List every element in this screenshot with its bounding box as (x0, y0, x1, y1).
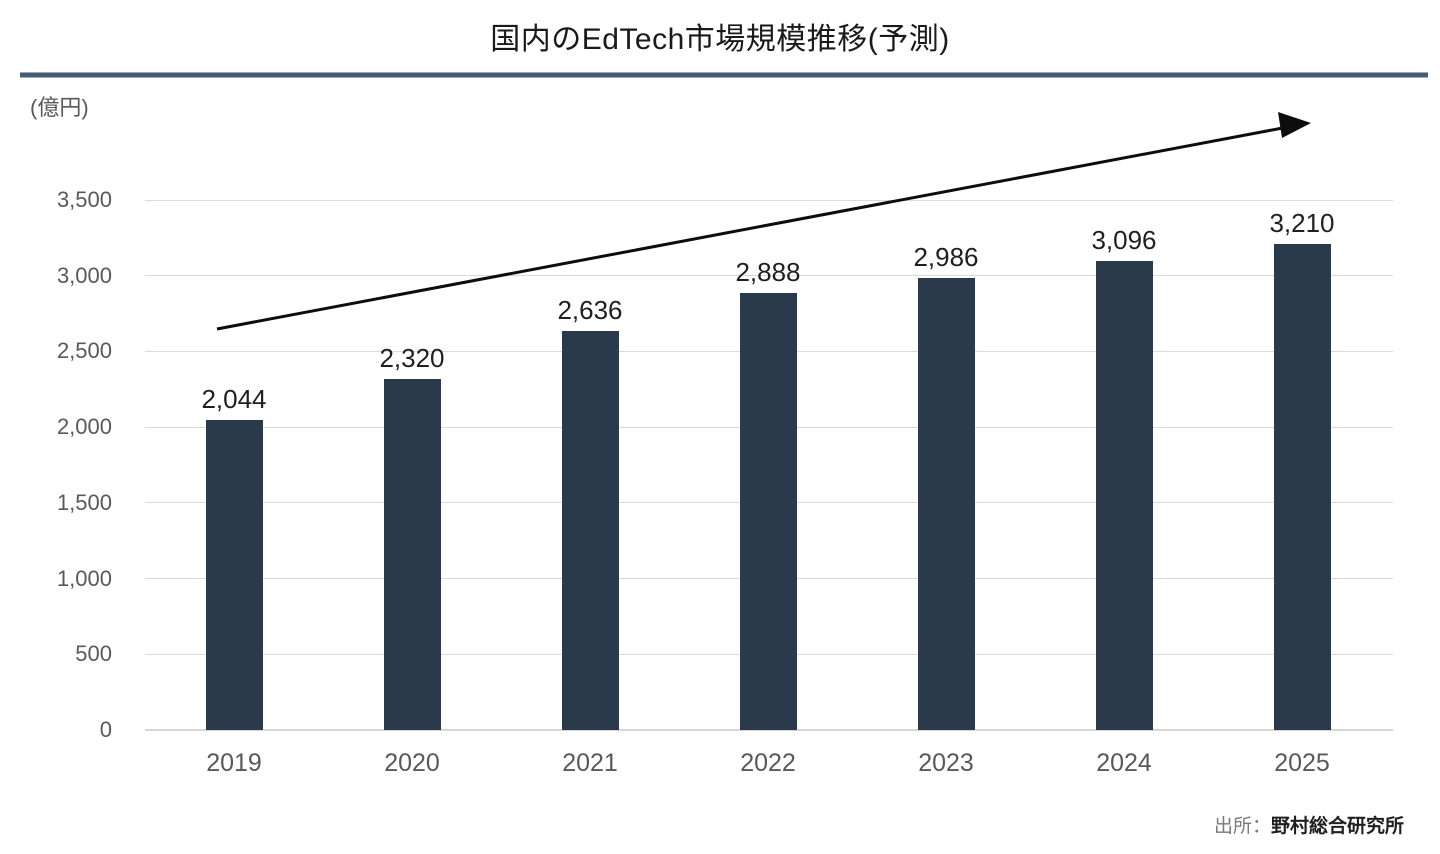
x-axis-label-2019: 2019 (206, 749, 262, 777)
x-axis-label-2025: 2025 (1274, 749, 1330, 777)
gridline-3,500 (145, 199, 1393, 201)
x-axis-label-2024: 2024 (1096, 749, 1152, 777)
y-axis-tick-label: 3,500 (56, 187, 112, 212)
bar-value-label: 2,320 (379, 342, 445, 373)
x-axis-label-2023: 2023 (918, 749, 974, 777)
y-axis-tick-label: 0 (99, 717, 112, 742)
y-axis-tick-label: 2,500 (56, 338, 112, 364)
y-axis-tick-label: 3,000 (56, 262, 112, 288)
source-prefix-label: 出所： (1213, 816, 1271, 837)
bar-2021 (561, 330, 619, 730)
source-name-label: 野村総合研究所 (1270, 816, 1404, 837)
bar-value-label: 2,888 (735, 256, 801, 287)
chart-title: 国内のEdTech市場規模推移(予測) (490, 23, 950, 56)
title-divider (20, 72, 1428, 78)
bar-2019 (205, 420, 263, 730)
x-axis-label-2022: 2022 (740, 749, 796, 777)
y-axis-tick-label: 1,500 (56, 489, 112, 515)
bar-2020 (383, 378, 441, 730)
bar-value-label: 3,096 (1091, 225, 1157, 256)
bar-2023 (917, 277, 975, 730)
y-axis-tick-label: 500 (75, 641, 112, 667)
y-axis-tick-label: 1,000 (56, 565, 112, 591)
bar-2025 (1273, 243, 1331, 730)
y-axis-unit-label: (億円) (30, 95, 89, 120)
bar-2022 (739, 292, 797, 730)
bar-value-label: 2,986 (913, 241, 979, 272)
x-axis-label-2021: 2021 (562, 749, 618, 777)
bar-value-label: 3,210 (1269, 207, 1335, 238)
gridline-0 (145, 729, 1393, 731)
source-caption: 出所：野村総合研究所 (1214, 811, 1404, 838)
x-axis-label-2020: 2020 (384, 749, 440, 777)
y-axis-tick-label: 2,000 (56, 414, 112, 440)
bar-2024 (1095, 261, 1153, 730)
bar-value-label: 2,636 (557, 294, 623, 325)
bar-value-label: 2,044 (201, 384, 267, 415)
